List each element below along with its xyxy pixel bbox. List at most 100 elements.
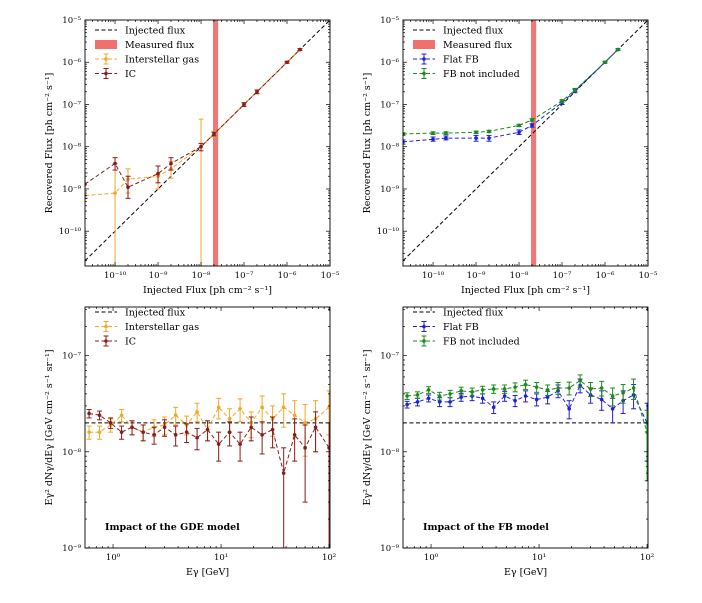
data-point: [573, 88, 577, 92]
legend-label: Measured flux: [443, 40, 513, 51]
data-point: [260, 433, 264, 437]
data-point: [616, 47, 620, 52]
x-tick-label: 10⁻⁹: [149, 271, 168, 281]
data-point: [238, 442, 242, 446]
axes-frame: [84, 306, 331, 549]
legend-swatch-marker: [104, 57, 108, 61]
legend-label: Injected flux: [125, 26, 186, 37]
data-point: [162, 425, 167, 430]
x-axis-label: Injected Flux [ph cm⁻² s⁻¹]: [461, 285, 590, 296]
data-point: [87, 411, 91, 416]
legend-entry: Injected flux: [95, 308, 186, 319]
legend: Injected flux Measured flux Flat FB FB not …: [413, 26, 520, 80]
y-tick-label: 10⁻⁸: [62, 143, 81, 153]
plot-area: [403, 374, 648, 482]
data-point: [119, 430, 124, 434]
data-point: [260, 405, 264, 410]
data-point: [195, 435, 199, 440]
plot-area: [403, 20, 648, 266]
data-point: [205, 427, 210, 432]
data-point: [599, 397, 604, 402]
data-point: [415, 393, 420, 397]
data-point: [437, 400, 442, 404]
ticks: [403, 307, 648, 549]
y-tick-label: 10⁻⁶: [62, 58, 81, 68]
legend-swatch-marker: [104, 324, 108, 329]
data-point: [173, 433, 178, 437]
ticks: [85, 307, 330, 549]
data-point: [415, 400, 420, 404]
data-point: [156, 171, 160, 176]
legend-swatch-band: [95, 40, 117, 49]
x-tick-label: 10⁻⁶: [596, 271, 615, 281]
data-point: [530, 118, 534, 122]
data-point: [303, 446, 307, 450]
legend-label: Flat FB: [443, 55, 479, 66]
data-point: [87, 430, 91, 434]
data-point: [126, 185, 130, 190]
panel-bottom-left: 10⁰ 10¹ 10² 10⁻⁹ 10⁻⁸ 10⁻⁷ Eγ [GeV] Eγ² dNγ/dEγ…: [44, 306, 336, 578]
data-point: [603, 60, 607, 65]
data-point: [523, 394, 528, 398]
data-point: [313, 425, 318, 430]
y-tick-label: 10⁻⁹: [380, 185, 399, 195]
data-point: [227, 417, 232, 421]
x-tick-label: 10⁰: [424, 553, 439, 563]
axes-frame: [402, 19, 649, 267]
data-point: [216, 442, 221, 446]
data-point: [431, 137, 435, 142]
x-tick-label: 10⁻⁵: [321, 271, 340, 281]
data-point: [113, 191, 117, 195]
x-axis-label: Eγ [GeV]: [186, 567, 229, 578]
data-point: [560, 99, 564, 103]
y-tick-label: 10⁻¹⁰: [377, 227, 400, 237]
legend-entry: Measured flux: [413, 40, 513, 51]
x-tick-label: 10⁻⁹: [467, 271, 486, 281]
panel-bottom-right: 10⁰ 10¹ 10² 10⁻⁹ 10⁻⁸ 10⁻⁷ Eγ [GeV] Eγ² dNγ/dEγ…: [362, 306, 654, 578]
data-point: [113, 161, 117, 166]
panel-top-left: 10⁻¹⁰ 10⁻⁹ 10⁻⁸ 10⁻⁷ 10⁻⁶ 10⁻⁵ 10⁻¹⁰ 10⁻⁹ 10⁻⁸ 10…: [44, 16, 340, 296]
data-point: [491, 387, 496, 391]
y-axis-label: Recovered Flux [ph cm⁻² s⁻¹]: [362, 73, 373, 214]
measured-flux-band: [531, 20, 537, 266]
data-point: [108, 421, 113, 425]
data-point: [405, 394, 409, 398]
y-tick-label: 10⁻⁹: [62, 544, 81, 554]
data-point: [610, 406, 615, 411]
y-tick-label: 10⁻¹⁰: [59, 227, 82, 237]
data-point: [513, 385, 517, 389]
legend: Injected flux Flat FB FB not included: [413, 308, 520, 348]
y-tick-label: 10⁻⁷: [380, 352, 399, 362]
data-point: [405, 402, 409, 407]
data-point: [249, 425, 253, 430]
data-point: [152, 433, 156, 437]
y-tick-label: 10⁻⁵: [62, 16, 81, 26]
legend-label: IC: [125, 337, 136, 348]
data-point: [610, 394, 615, 398]
legend-label: Injected flux: [125, 308, 186, 319]
series-interstellar-gas: [85, 47, 303, 266]
data-point: [517, 123, 521, 128]
data-point: [502, 387, 507, 391]
legend-label: Flat FB: [443, 322, 479, 333]
data-point: [645, 430, 648, 434]
data-point: [474, 130, 478, 135]
axes-frame: [84, 19, 331, 267]
legend: Injected flux Interstellar gas IC: [95, 308, 199, 348]
y-axis-label: Eγ² dNγ/dEγ [GeV cm⁻² s⁻¹ sr⁻¹]: [362, 349, 373, 505]
data-point: [141, 430, 145, 434]
series-line: [407, 379, 648, 433]
series-line: [85, 49, 301, 188]
data-point: [530, 123, 534, 128]
legend-entry: FB not included: [413, 335, 520, 348]
data-point: [444, 136, 448, 140]
data-point: [517, 130, 521, 135]
data-point: [303, 421, 307, 425]
data-point: [567, 386, 571, 390]
data-point: [216, 405, 221, 410]
legend-entry: FB not included: [413, 68, 520, 80]
measured-flux-band: [213, 20, 219, 266]
data-point: [97, 413, 102, 418]
data-point: [556, 386, 560, 390]
legend-label: FB not included: [443, 69, 520, 80]
